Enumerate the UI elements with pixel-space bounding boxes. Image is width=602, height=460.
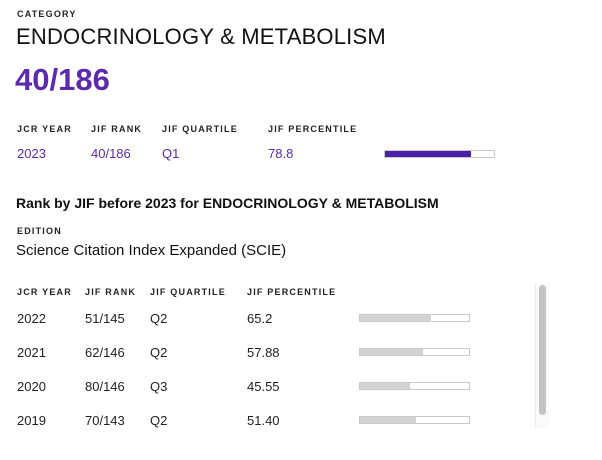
current-rank: 40/186 (91, 146, 131, 161)
row-quartile: Q2 (150, 311, 168, 326)
category-rank: 40/186 (15, 62, 110, 97)
current-percentile: 78.8 (268, 146, 294, 161)
current-header-rank: JIF RANK (91, 124, 143, 134)
history-header-year: JCR YEAR (17, 287, 72, 297)
history-scrollbar[interactable] (535, 283, 549, 428)
category-label: CATEGORY (17, 9, 77, 19)
row-quartile: Q3 (150, 379, 168, 394)
current-year: 2023 (17, 146, 46, 161)
history-header-quartile: JIF QUARTILE (150, 287, 226, 297)
row-percentile-bar-fill (360, 383, 410, 389)
current-header-percentile: JIF PERCENTILE (268, 124, 358, 134)
history-title: Rank by JIF before 2023 for ENDOCRINOLOG… (16, 195, 439, 211)
row-year: 2019 (17, 413, 46, 428)
row-rank: 62/146 (85, 345, 125, 360)
row-year: 2020 (17, 379, 46, 394)
edition-label: EDITION (17, 226, 62, 236)
history-scrollbar-thumb[interactable] (539, 285, 546, 415)
row-percentile-bar (359, 314, 470, 322)
row-percentile: 45.55 (247, 379, 280, 394)
row-percentile-bar-fill (360, 349, 424, 355)
current-header-year: JCR YEAR (17, 124, 72, 134)
row-percentile-bar (359, 382, 470, 390)
row-rank: 70/143 (85, 413, 125, 428)
row-year: 2022 (17, 311, 46, 326)
row-rank: 80/146 (85, 379, 125, 394)
row-percentile-bar (359, 416, 470, 424)
row-percentile: 51.40 (247, 413, 280, 428)
history-header-rank: JIF RANK (85, 287, 137, 297)
row-percentile-bar-fill (360, 417, 417, 423)
row-quartile: Q2 (150, 413, 168, 428)
row-quartile: Q2 (150, 345, 168, 360)
row-percentile: 57.88 (247, 345, 280, 360)
row-percentile-bar (359, 348, 470, 356)
row-percentile-bar-fill (360, 315, 432, 321)
row-rank: 51/145 (85, 311, 125, 326)
row-year: 2021 (17, 345, 46, 360)
history-header-percentile: JIF PERCENTILE (247, 287, 337, 297)
edition-value: Science Citation Index Expanded (SCIE) (16, 242, 287, 259)
row-percentile: 65.2 (247, 311, 273, 326)
current-quartile: Q1 (162, 146, 180, 161)
current-percentile-bar (384, 150, 495, 158)
current-percentile-bar-fill (385, 151, 471, 157)
current-header-quartile: JIF QUARTILE (162, 124, 238, 134)
category-name: ENDOCRINOLOGY & METABOLISM (16, 24, 386, 49)
